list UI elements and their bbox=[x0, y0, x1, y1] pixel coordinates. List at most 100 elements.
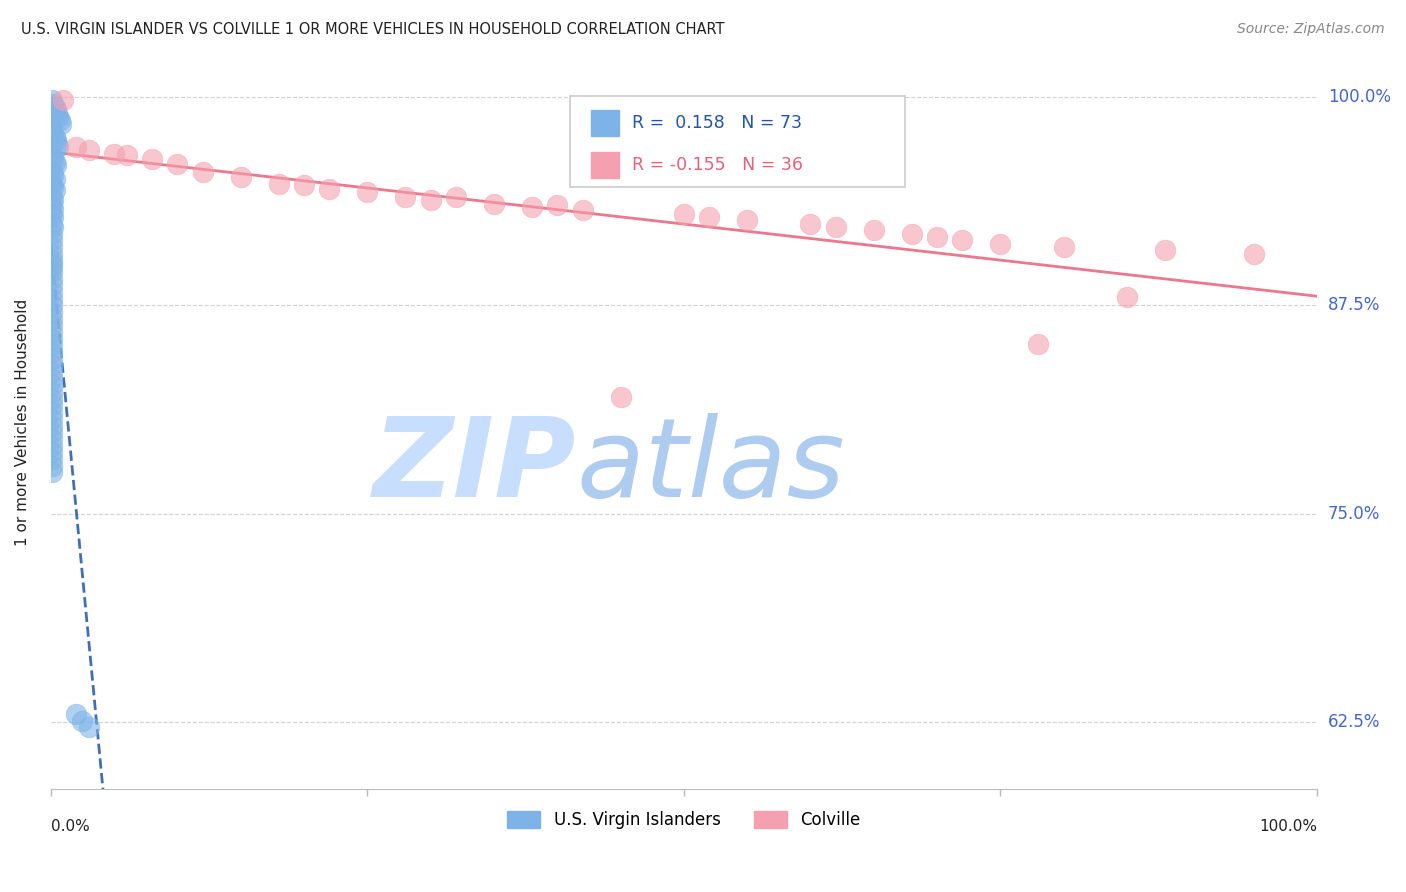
Point bbox=[41, 345, 63, 359]
Point bbox=[41, 359, 63, 373]
Point bbox=[41, 311, 63, 326]
Point bbox=[41, 372, 63, 386]
Point bbox=[41, 425, 63, 440]
Text: 0.0%: 0.0% bbox=[51, 819, 90, 834]
Point bbox=[44, 155, 66, 169]
Point bbox=[697, 210, 720, 224]
Point bbox=[41, 177, 63, 191]
FancyBboxPatch shape bbox=[592, 110, 619, 136]
Point bbox=[925, 230, 948, 244]
Point bbox=[41, 207, 63, 221]
Point bbox=[482, 196, 505, 211]
Point bbox=[41, 233, 63, 247]
Point bbox=[41, 445, 63, 459]
Point bbox=[41, 246, 63, 260]
Point bbox=[1053, 240, 1076, 254]
Point bbox=[735, 213, 758, 227]
Text: 100.0%: 100.0% bbox=[1258, 819, 1317, 834]
Point bbox=[900, 227, 922, 241]
Point bbox=[42, 127, 65, 141]
FancyBboxPatch shape bbox=[569, 95, 905, 187]
Point bbox=[42, 180, 65, 194]
Point bbox=[41, 292, 63, 306]
Text: 100.0%: 100.0% bbox=[1329, 87, 1391, 106]
Point bbox=[44, 129, 66, 144]
Point bbox=[41, 190, 63, 204]
Point bbox=[41, 399, 63, 413]
Point bbox=[609, 390, 631, 404]
Point bbox=[41, 285, 63, 299]
Point bbox=[45, 133, 67, 147]
Point bbox=[41, 325, 63, 339]
Point bbox=[42, 194, 65, 208]
Point bbox=[356, 185, 378, 199]
Point bbox=[950, 233, 973, 247]
Point bbox=[41, 451, 63, 466]
Point bbox=[41, 93, 63, 107]
Text: 62.5%: 62.5% bbox=[1329, 714, 1381, 731]
Point bbox=[41, 458, 63, 473]
Point bbox=[520, 200, 543, 214]
Point bbox=[267, 177, 290, 191]
Point bbox=[318, 181, 340, 195]
Point bbox=[46, 106, 69, 120]
Point bbox=[1028, 336, 1050, 351]
Text: R =  0.158   N = 73: R = 0.158 N = 73 bbox=[631, 114, 801, 132]
Point bbox=[42, 96, 65, 111]
Point bbox=[48, 110, 70, 124]
Point bbox=[41, 271, 63, 285]
Text: ZIP: ZIP bbox=[373, 413, 576, 520]
Point bbox=[77, 143, 100, 157]
Y-axis label: 1 or more Vehicles in Household: 1 or more Vehicles in Household bbox=[15, 299, 30, 546]
Point bbox=[44, 100, 66, 114]
FancyBboxPatch shape bbox=[592, 153, 619, 178]
Point bbox=[44, 171, 66, 186]
Point bbox=[65, 707, 87, 722]
Point bbox=[41, 365, 63, 379]
Point bbox=[41, 260, 63, 274]
Point bbox=[41, 227, 63, 241]
Point bbox=[41, 318, 63, 333]
Text: R = -0.155   N = 36: R = -0.155 N = 36 bbox=[631, 156, 803, 174]
Point bbox=[41, 418, 63, 433]
Point bbox=[141, 152, 163, 166]
Point bbox=[42, 210, 65, 224]
Point bbox=[41, 217, 63, 231]
Point bbox=[41, 253, 63, 268]
Point bbox=[41, 432, 63, 446]
Point bbox=[990, 236, 1012, 251]
Point bbox=[824, 219, 846, 234]
Point bbox=[45, 103, 67, 118]
Point bbox=[42, 152, 65, 166]
Point bbox=[41, 265, 63, 279]
Text: atlas: atlas bbox=[576, 413, 845, 520]
Point bbox=[862, 223, 884, 237]
Point bbox=[419, 194, 441, 208]
Point bbox=[48, 113, 70, 128]
Point bbox=[52, 93, 75, 107]
Point bbox=[672, 207, 695, 221]
Point bbox=[41, 165, 63, 179]
Point bbox=[41, 385, 63, 400]
Point bbox=[49, 117, 72, 131]
Point bbox=[45, 158, 67, 172]
Point bbox=[1154, 244, 1177, 258]
Point bbox=[571, 203, 593, 218]
Point bbox=[46, 136, 69, 151]
Point bbox=[41, 338, 63, 352]
Text: U.S. VIRGIN ISLANDER VS COLVILLE 1 OR MORE VEHICLES IN HOUSEHOLD CORRELATION CHA: U.S. VIRGIN ISLANDER VS COLVILLE 1 OR MO… bbox=[21, 22, 724, 37]
Point bbox=[41, 412, 63, 426]
Point bbox=[115, 148, 138, 162]
Point bbox=[44, 183, 66, 197]
Point bbox=[546, 198, 568, 212]
Point bbox=[48, 140, 70, 154]
Point bbox=[41, 405, 63, 419]
Point bbox=[1243, 246, 1265, 260]
Point bbox=[191, 165, 214, 179]
Point bbox=[41, 257, 63, 271]
Legend: U.S. Virgin Islanders, Colville: U.S. Virgin Islanders, Colville bbox=[501, 805, 868, 836]
Point bbox=[41, 240, 63, 254]
Point bbox=[72, 714, 94, 728]
Point bbox=[77, 721, 100, 735]
Point bbox=[65, 140, 87, 154]
